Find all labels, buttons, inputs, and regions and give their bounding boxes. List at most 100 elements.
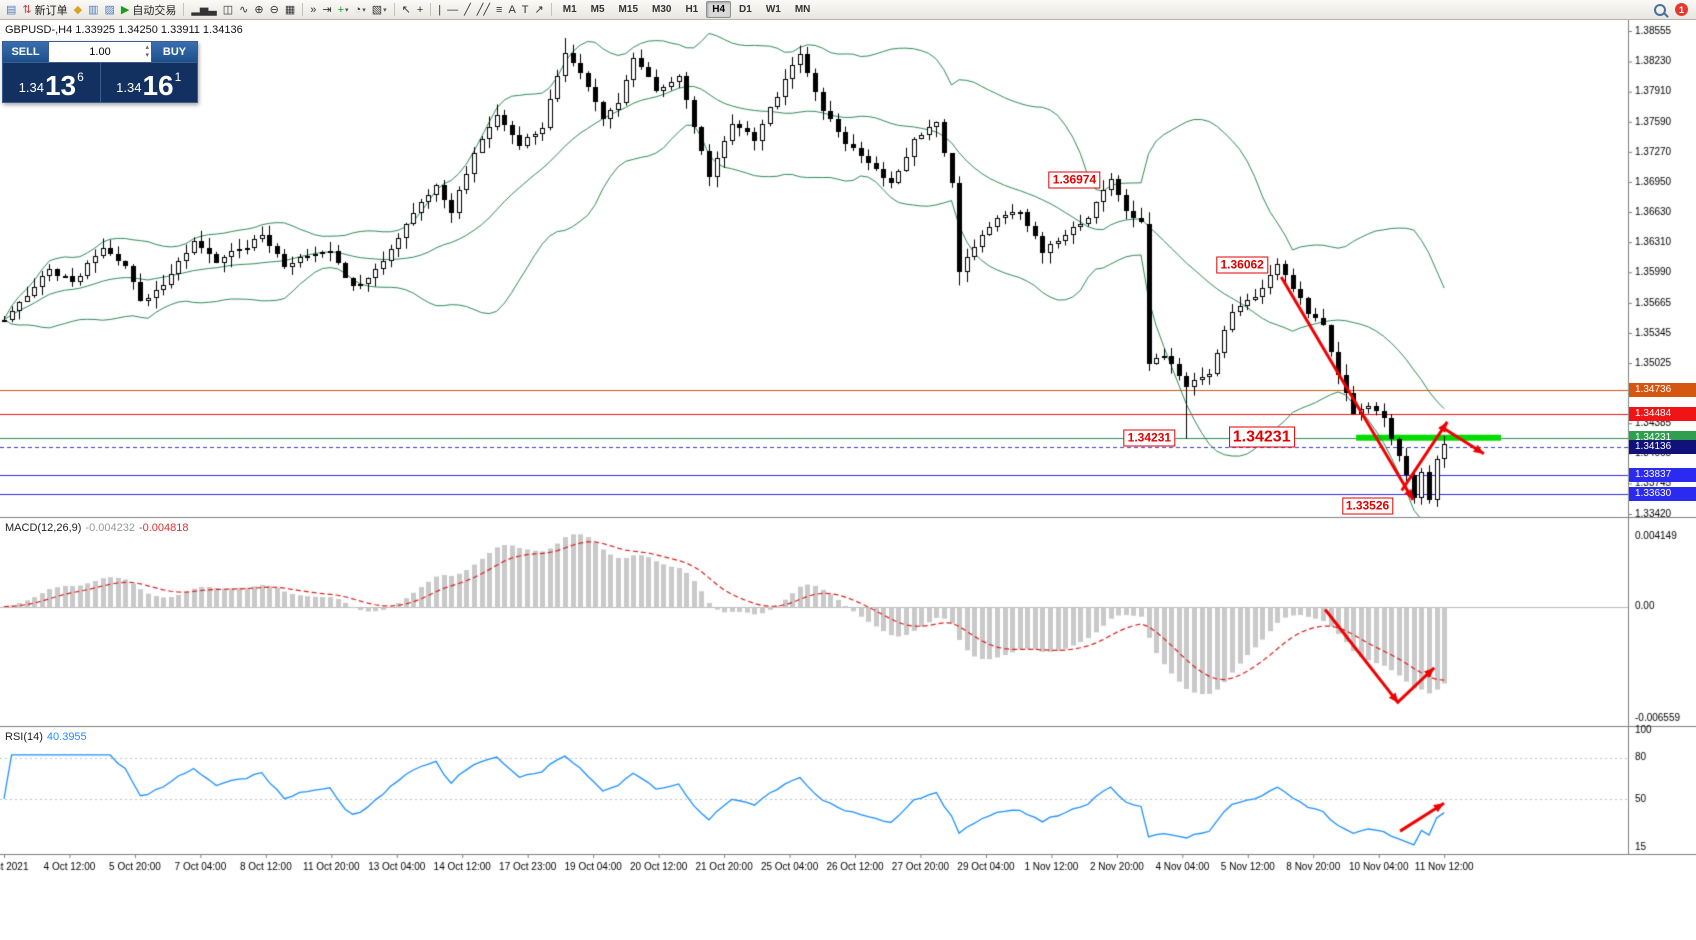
toolbar-icon-glyph: ◆ [73, 3, 83, 16]
toolbar-icon-glyph: + [337, 3, 345, 16]
auto-scroll-icon[interactable]: » ▾ [308, 2, 318, 18]
one-click-trading-panel: SELL 1.00 ▴ ▾ BUY 1.34 13 6 1.34 16 1 [2, 41, 198, 103]
rsi-name: RSI(14) [5, 731, 43, 743]
toolbar-icon-glyph: | [438, 3, 442, 16]
toolbar-icon-glyph: ╱ [464, 3, 471, 16]
arrows-icon[interactable]: ↗ ▾ [533, 2, 546, 18]
new-chart-icon[interactable]: ▤ ▾ [4, 2, 18, 18]
timeframe-h1[interactable]: H1 [685, 4, 699, 15]
toolbar-icon-glyph: ⇥ [322, 3, 332, 16]
periods-icon[interactable]: ◔ ▾ [353, 2, 368, 18]
buy-price-button[interactable]: 1.34 16 1 [101, 63, 198, 102]
bar-chart-icon[interactable]: ▂▅▃ ▾ [189, 2, 218, 18]
cursor-icon[interactable]: ↖ ▾ [400, 2, 413, 18]
notification-badge[interactable]: 1 [1675, 3, 1688, 16]
sell-price-big: 13 [44, 70, 77, 102]
indicators-icon[interactable]: + ▾ [336, 2, 351, 18]
trendline-icon[interactable]: ╱ ▾ [462, 2, 473, 18]
data-window-icon[interactable]: ▨ ▾ [103, 2, 117, 18]
timeframe-w1[interactable]: W1 [765, 4, 781, 15]
line-chart-icon[interactable]: ∿ ▾ [237, 2, 250, 18]
toolbar-separator: ▾ [183, 3, 185, 16]
text-icon[interactable]: A ▾ [506, 2, 517, 18]
sell-price-sup: 6 [77, 70, 84, 84]
timeframe-d1[interactable]: D1 [739, 4, 752, 15]
horizontal-line-icon[interactable]: — ▾ [445, 2, 460, 18]
macd-signal-value: -0.004818 [138, 522, 189, 534]
magnifier-glyph [1654, 3, 1666, 16]
search-icon[interactable] [1652, 2, 1668, 18]
toolbar-icon-glyph: ▦ [284, 3, 296, 16]
rsi-value: 40.3955 [46, 731, 87, 743]
toolbar-icon-glyph: ▂▅▃ [191, 3, 217, 16]
toolbar-icon-glyph: — [447, 3, 459, 16]
toolbar-button-label: 新订单 [34, 4, 68, 17]
favorites-icon[interactable]: ◆ ▾ [72, 2, 84, 18]
market-watch-icon[interactable]: ▥ ▾ [86, 2, 100, 18]
macd-name: MACD(12,26,9) [5, 522, 82, 534]
label-icon[interactable]: T ▾ [520, 2, 531, 18]
sell-button[interactable]: SELL [3, 42, 48, 62]
toolbar-icon-glyph: ↗ [534, 3, 544, 16]
price-chart-canvas[interactable] [0, 20, 1696, 940]
crosshair-icon[interactable]: + ▾ [415, 2, 425, 18]
toolbar-icon-glyph: ⇅ [22, 3, 32, 16]
macd-indicator-label: MACD(12,26,9) -0.004232 -0.004818 [5, 522, 189, 534]
price-flag[interactable]: 1.34231 [1123, 429, 1176, 447]
volume-stepper[interactable]: ▴ ▾ [145, 44, 149, 60]
timeframe-m15[interactable]: M15 [618, 4, 638, 15]
toolbar-icon-glyph: ↖ [401, 3, 411, 16]
axis-price-badge: 1.34484 [1629, 406, 1696, 421]
axis-price-badge: 1.34136 [1629, 439, 1696, 454]
timeframe-buttons: M1 M5 M15 M30 H1 H4 D1 W1 MN [556, 1, 818, 18]
toolbar-icon-glyph: ∿ [239, 3, 249, 16]
macd-main-value: -0.004232 [85, 522, 135, 534]
price-flag[interactable]: 1.36062 [1216, 256, 1268, 274]
templates-icon[interactable]: ▧ ▾ [370, 2, 389, 18]
auto-trading-button[interactable]: ▶ 自动交易 ▾ [119, 2, 178, 18]
vertical-line-icon[interactable]: | ▾ [436, 2, 443, 18]
toolbar-icon-glyph: ⊖ [269, 3, 279, 16]
toolbar-icon-glyph: A [508, 3, 516, 16]
zoom-in-icon[interactable]: ⊕ ▾ [252, 2, 265, 18]
toolbar-separator: ▾ [430, 3, 432, 16]
volume-input[interactable]: 1.00 ▴ ▾ [48, 42, 152, 62]
sell-price-button[interactable]: 1.34 13 6 [3, 63, 101, 102]
sell-price-prefix: 1.34 [18, 80, 44, 95]
timeframe-m5[interactable]: M5 [590, 4, 605, 15]
toolbar-separator: ▾ [550, 3, 552, 16]
timeframe-m1[interactable]: M1 [562, 4, 577, 15]
chart-symbol-title: GBPUSD-,H4 1.33925 1.34250 1.33911 1.341… [5, 24, 243, 36]
toolbar-icon-glyph: T [521, 3, 529, 16]
buy-button[interactable]: BUY [152, 42, 197, 62]
tile-windows-icon[interactable]: ▦ ▾ [283, 2, 297, 18]
toolbar-icon-glyph: ▨ [104, 3, 115, 16]
toolbar-buttons: ▤ ▾ ⇅ 新订单 ▾ ◆ ▾ ▥ ▾ ▨ [3, 2, 556, 18]
toolbar-icon-glyph: ▧ [371, 3, 383, 16]
channel-icon[interactable]: ╱╱ ▾ [475, 2, 492, 18]
axis-price-badge: 1.33630 [1629, 487, 1696, 502]
toolbar-icon-glyph: ▤ [6, 3, 17, 16]
buy-price-sup: 1 [174, 70, 182, 84]
candlestick-chart-icon[interactable]: ◫ ▾ [221, 2, 235, 18]
chart-shift-icon[interactable]: ⇥ ▾ [320, 2, 333, 18]
toolbar-separator: ▾ [302, 3, 304, 16]
zoom-out-icon[interactable]: ⊖ ▾ [268, 2, 281, 18]
stepper-up-icon[interactable]: ▴ [145, 44, 149, 51]
timeframe-mn[interactable]: MN [794, 4, 811, 15]
price-flag[interactable]: 1.33526 [1341, 497, 1394, 515]
toolbar-icon-glyph: ⊕ [254, 3, 264, 16]
new-order-button[interactable]: ⇅ 新订单 ▾ [20, 2, 69, 18]
timeframe-m30[interactable]: M30 [652, 4, 672, 15]
price-flag[interactable]: 1.36974 [1048, 171, 1101, 189]
price-flag[interactable]: 1.34231 [1228, 426, 1295, 448]
toolbar-icon-glyph: ╱╱ [476, 3, 491, 16]
stepper-down-icon[interactable]: ▾ [145, 52, 149, 59]
toolbar-icon-glyph: ▶ [120, 3, 130, 16]
rsi-indicator-label: RSI(14) 40.3955 [5, 731, 87, 743]
chart-area: GBPUSD-,H4 1.33925 1.34250 1.33911 1.341… [0, 20, 1696, 940]
buy-price-big: 16 [142, 70, 174, 102]
fibonacci-icon[interactable]: ≡ ▾ [494, 2, 504, 18]
timeframe-h4[interactable]: H4 [706, 1, 732, 18]
axis-price-badge: 1.33837 [1629, 467, 1696, 482]
